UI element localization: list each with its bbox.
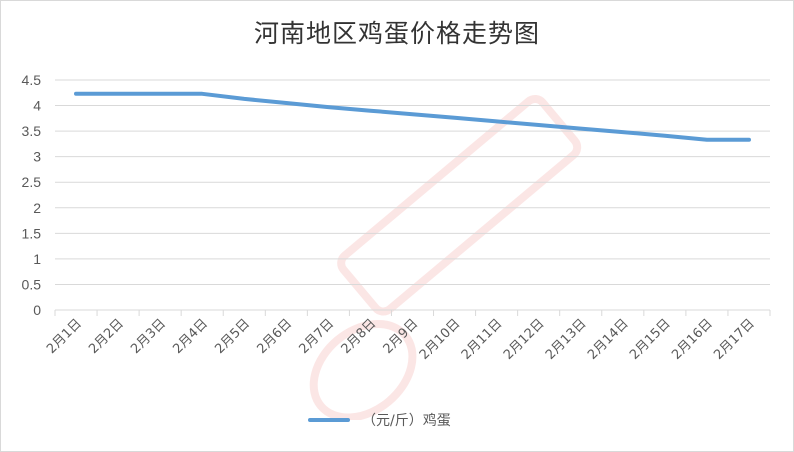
- x-tick-label: 2月3日: [128, 316, 169, 357]
- gridlines: [54, 79, 771, 316]
- x-tick-label: 2月12日: [501, 316, 548, 363]
- x-tick-label: 2月11日: [459, 316, 506, 363]
- x-tick-label: 2月5日: [212, 316, 253, 357]
- x-tick-label: 2月15日: [627, 316, 674, 363]
- y-tick-label: 0: [33, 302, 41, 318]
- y-axis-ticks: 0 0.5 1 1.5 2 2.5 3 3.5 4 4.5: [22, 72, 42, 318]
- y-tick-label: 4.5: [22, 72, 42, 88]
- legend-label: （元/斤）鸡蛋: [362, 413, 451, 429]
- x-tick-label: 2月16日: [669, 316, 716, 363]
- y-tick-label: 1: [33, 251, 41, 267]
- chart-title: 河南地区鸡蛋价格走势图: [253, 19, 540, 48]
- y-tick-label: 2.5: [22, 174, 42, 190]
- x-tick-label: 2月2日: [86, 316, 127, 357]
- series-line-0: [74, 91, 751, 142]
- x-tick-label: 2月4日: [170, 316, 211, 357]
- x-tick-label: 2月1日: [44, 316, 85, 357]
- y-tick-label: 3: [33, 149, 41, 165]
- x-tick-label: 2月9日: [381, 316, 422, 357]
- series-group: [74, 91, 751, 142]
- x-tick-label: 2月8日: [339, 316, 380, 357]
- y-tick-label: 2: [33, 200, 41, 216]
- x-tick-label: 2月6日: [254, 316, 295, 357]
- y-tick-label: 3.5: [22, 123, 42, 139]
- x-tick-label: 2月7日: [297, 316, 338, 357]
- y-tick-label: 4: [33, 98, 41, 114]
- legend-line-swatch: [308, 418, 350, 422]
- x-tick-label: 2月14日: [585, 316, 632, 363]
- y-tick-label: 0.5: [22, 276, 42, 292]
- y-tick-label: 1.5: [22, 225, 42, 241]
- x-tick-label: 2月10日: [417, 316, 464, 363]
- legend: （元/斤）鸡蛋: [308, 410, 451, 430]
- x-axis-ticks: 2月1日 2月2日 2月3日 2月4日 2月5日 2月6日 2月7日 2月8日 2月9日2月10…: [44, 316, 758, 363]
- x-tick-label: 2月13日: [543, 316, 590, 363]
- x-tick-label: 2月17日: [711, 316, 758, 363]
